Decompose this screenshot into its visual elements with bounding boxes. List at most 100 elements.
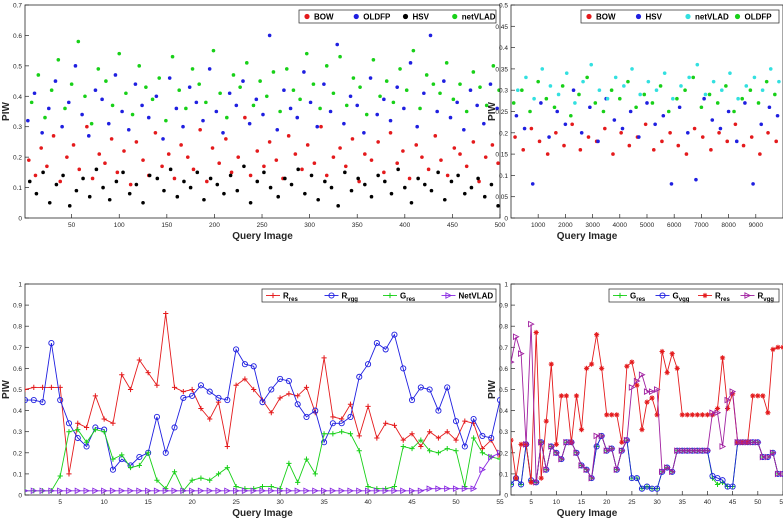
data-point [514, 113, 519, 118]
legend-label: netVLAD [695, 13, 729, 22]
x-axis-label: Query Image [557, 508, 618, 519]
data-point [620, 126, 625, 131]
data-point [171, 384, 178, 390]
data-point [709, 409, 717, 417]
data-point [654, 88, 659, 92]
data-point [321, 487, 328, 495]
data-point [511, 481, 514, 488]
data-point [312, 161, 317, 166]
data-point [268, 410, 274, 416]
data-point [444, 61, 449, 65]
data-point [30, 396, 37, 404]
data-point [162, 449, 169, 456]
data-point [538, 475, 544, 481]
data-point [130, 112, 135, 117]
data-point [628, 384, 636, 391]
data-point [207, 477, 213, 483]
data-point [171, 487, 179, 495]
data-point [197, 382, 204, 389]
data-point [470, 485, 478, 492]
data-point [569, 113, 573, 118]
y-tick-label: 0.4 [13, 94, 22, 101]
legend-label: BOW [314, 13, 334, 22]
data-point [726, 109, 731, 114]
data-point [714, 481, 721, 488]
data-point [418, 106, 422, 111]
y-tick-label: 0.9 [13, 303, 22, 310]
data-point [94, 167, 99, 172]
data-point [233, 487, 240, 495]
data-point [573, 449, 581, 457]
data-point [578, 426, 585, 433]
y-tick-label: 0.35 [495, 66, 508, 73]
data-point [75, 420, 81, 426]
data-point [191, 167, 196, 172]
data-point [277, 395, 283, 401]
data-point [330, 431, 336, 437]
legend-marker [744, 292, 752, 299]
data-point [350, 137, 355, 141]
data-point [356, 487, 363, 495]
data-point [538, 438, 545, 446]
data-point [92, 487, 99, 495]
data-point [593, 101, 598, 105]
data-point [426, 386, 433, 393]
data-point [248, 200, 253, 205]
x-tick-label: 350 [352, 222, 363, 229]
data-point [451, 97, 456, 102]
data-point [528, 109, 532, 114]
y-tick-label: 0.4 [499, 408, 508, 415]
data-point [211, 48, 216, 53]
x-tick-label: 10 [553, 499, 561, 506]
data-point [364, 112, 369, 117]
data-point [638, 92, 642, 97]
y-tick-label: 0.2 [499, 130, 508, 137]
x-tick-label: 55 [496, 499, 504, 506]
x-tick-label: 40 [704, 499, 712, 506]
data-point [145, 487, 152, 495]
data-point [41, 170, 45, 175]
data-point [611, 152, 615, 156]
x-axis-label: Query Image [557, 231, 618, 242]
data-point [583, 466, 591, 474]
data-point [573, 101, 577, 105]
data-point [496, 161, 500, 166]
data-point [452, 485, 460, 492]
data-point [57, 473, 63, 479]
data-point [331, 91, 336, 96]
data-point [286, 460, 292, 466]
data-point [765, 410, 771, 416]
data-point [43, 115, 47, 120]
legend-box [580, 9, 780, 24]
data-point [117, 51, 122, 56]
data-point [687, 75, 691, 80]
data-point [391, 487, 399, 495]
data-point [373, 487, 381, 495]
x-tick-label: 300 [304, 222, 315, 229]
data-point [439, 158, 443, 162]
data-point [330, 414, 336, 420]
legend-marker [685, 13, 691, 20]
data-point [358, 85, 362, 89]
data-point [238, 85, 242, 89]
data-point [46, 106, 51, 111]
data-point [639, 426, 645, 433]
data-point [482, 121, 486, 126]
data-point [182, 179, 186, 184]
data-point [458, 152, 462, 156]
data-point [309, 173, 314, 178]
data-point [596, 139, 600, 144]
data-point [122, 149, 126, 153]
data-point [298, 97, 302, 102]
legend-marker [445, 292, 453, 299]
legend: Gres Gvgg Rres Rvgg [608, 288, 780, 303]
data-point [293, 152, 298, 156]
data-point [110, 456, 116, 462]
data-point [180, 487, 187, 495]
data-point [93, 88, 98, 92]
data-point [683, 88, 687, 92]
y-tick-label: 0.25 [495, 109, 508, 116]
data-point [479, 450, 486, 456]
data-point [241, 79, 245, 83]
data-point [29, 100, 34, 105]
